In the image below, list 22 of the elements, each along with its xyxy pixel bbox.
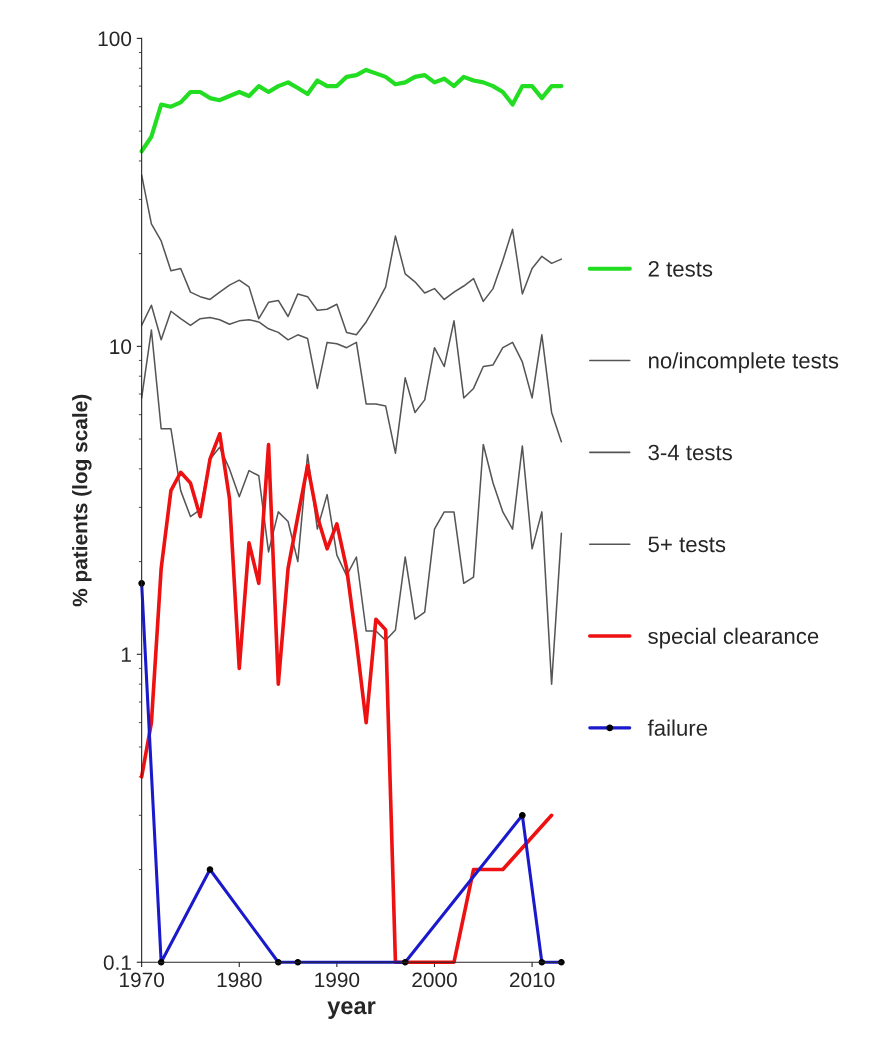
line-series (139, 431, 554, 965)
y-tick-label: 1 (121, 647, 131, 662)
legend-label: no/incomplete tests (649, 352, 839, 373)
x-tick-label: 1990 (315, 972, 360, 988)
x-tick-label: 2010 (509, 972, 555, 988)
legend-label: 3-4 tests (648, 444, 732, 461)
line-series (140, 174, 563, 336)
legend-label: failure (647, 719, 708, 736)
y-tick-label: 100 (98, 31, 132, 47)
x-tick-label: 1980 (217, 972, 262, 988)
y-tick-label: 10 (110, 339, 132, 355)
y-tick-label: 0.1 (103, 955, 131, 970)
line-series (139, 67, 564, 154)
legend-label: 2 tests (648, 260, 713, 277)
x-tick-label: 2000 (412, 972, 457, 988)
y-axis-title: % patients (log scale) (72, 394, 92, 607)
x-axis-title: year (327, 1001, 376, 1019)
line-series (140, 329, 563, 685)
legend-label: special clearance (648, 627, 819, 649)
line-series (140, 304, 563, 454)
x-tick-label: 1970 (120, 972, 165, 988)
legend-label: 5+ tests (648, 536, 726, 553)
